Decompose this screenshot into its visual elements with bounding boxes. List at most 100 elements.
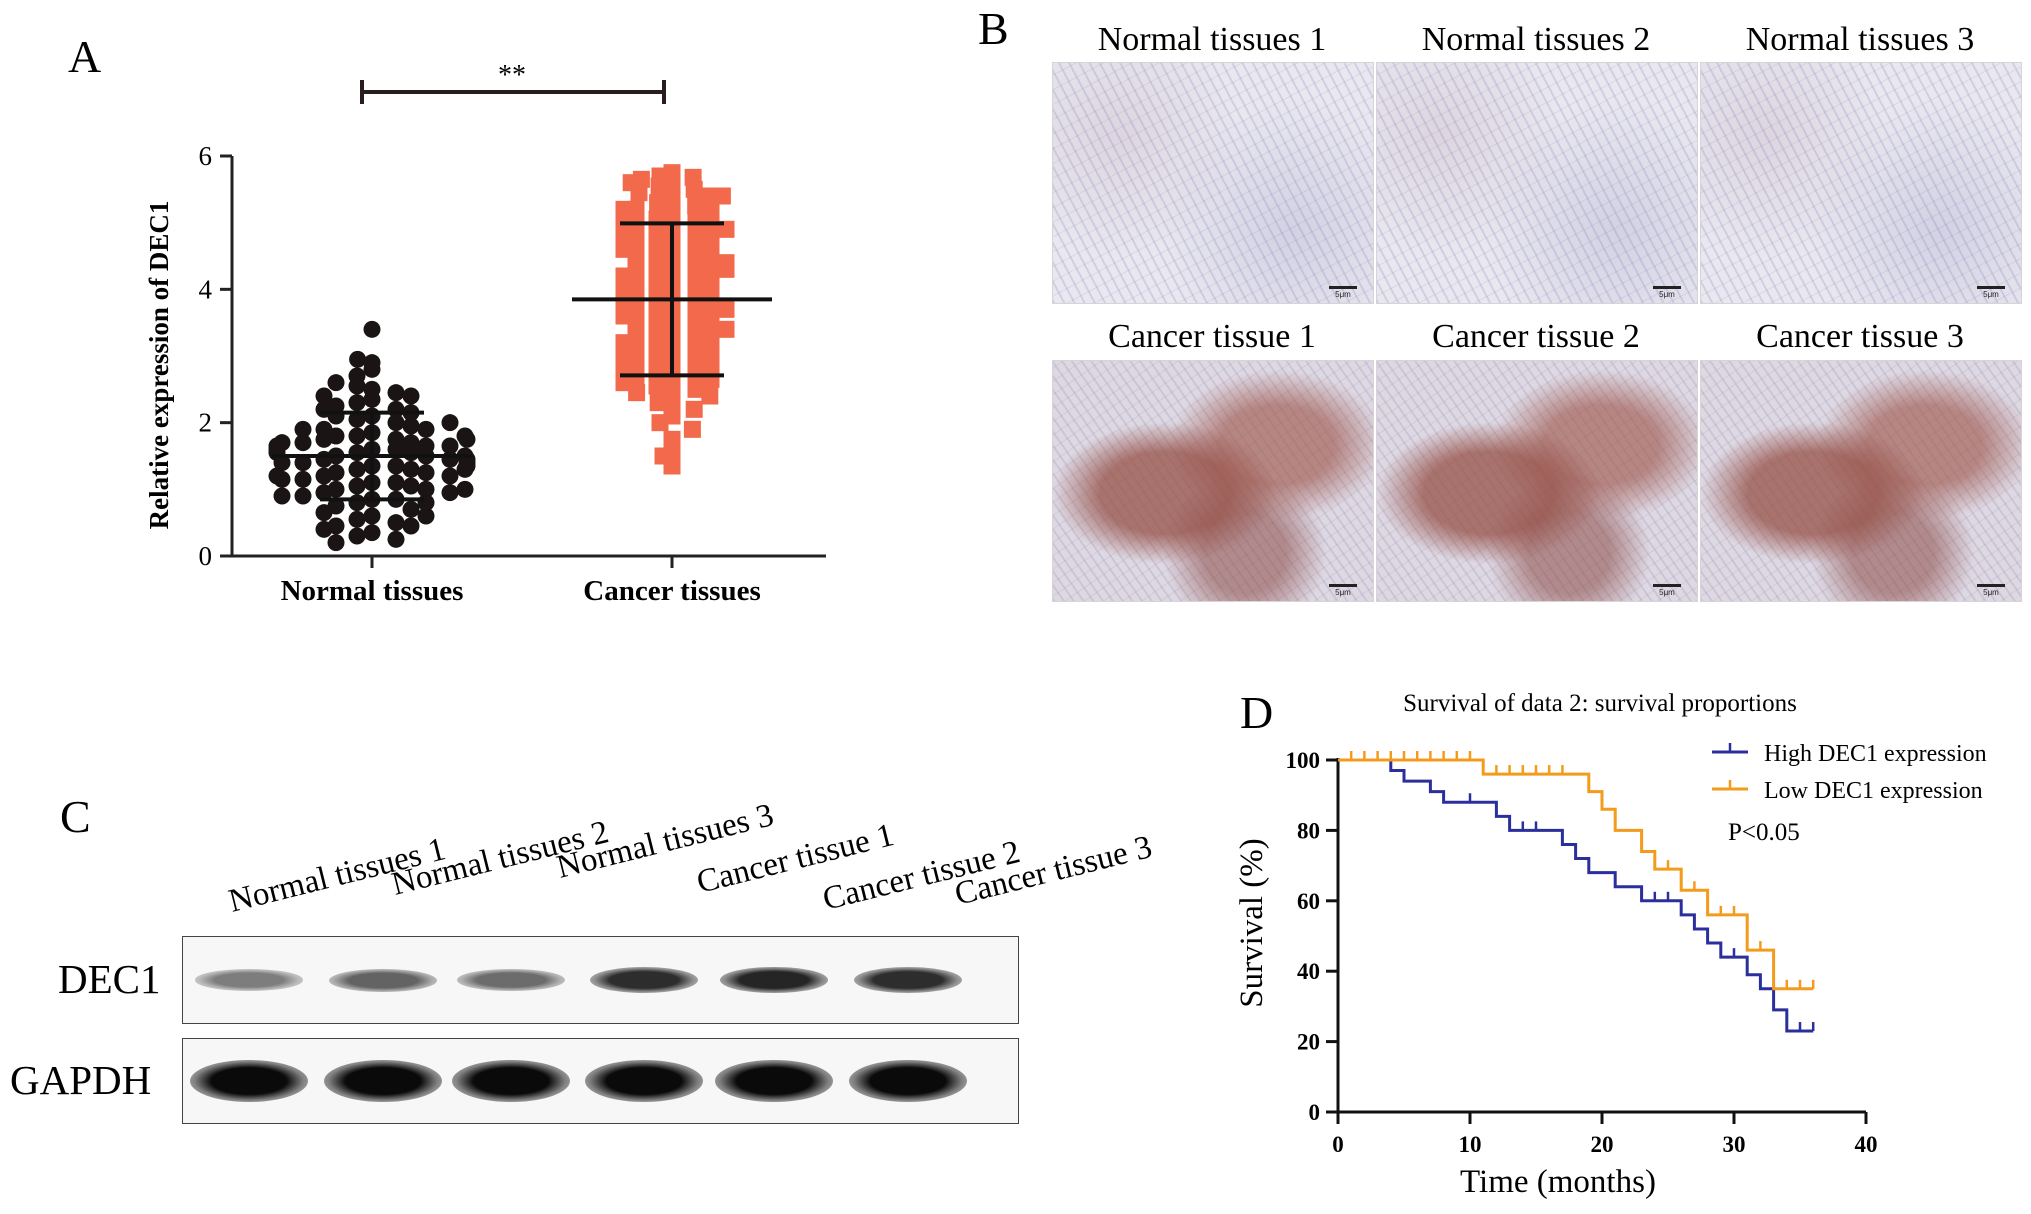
cancer-data-point [615, 227, 633, 245]
cancer-data-point [702, 287, 720, 305]
legend-label: High DEC1 expression [1764, 741, 1987, 767]
cancer-data-point [648, 377, 666, 395]
cancer-data-point [615, 200, 633, 218]
panel-a: A ** 0 2 4 6 Normal tissues Cancer tissues Re… [68, 31, 826, 607]
normal-data-point [348, 510, 366, 528]
cancer-data-point [717, 260, 735, 278]
cancer-data-point [687, 264, 705, 282]
panel-d-title: Survival of data 2: survival proportions [1403, 690, 1797, 717]
normal-data-point [417, 507, 435, 525]
cancer-data-point [649, 194, 667, 212]
normal-data-point [387, 414, 405, 432]
normal-data-point [315, 450, 333, 468]
cancer-data-point [663, 374, 681, 392]
gapdh-blot-strip [182, 1038, 1019, 1124]
cancer-tissue-micrograph: 5μm [1376, 360, 1698, 602]
normal-data-point [441, 467, 459, 485]
normal-data-point [294, 434, 312, 452]
cancer-data-point [685, 180, 703, 198]
panel-d-x-tick-label: 20 [1591, 1132, 1614, 1157]
panel-d-y-tick-label: 20 [1297, 1030, 1320, 1055]
normal-data-point [458, 457, 476, 475]
panel-a-axes: 0 2 4 6 Normal tissues Cancer tissues [199, 141, 826, 607]
cancer-data-point [615, 280, 633, 298]
normal-data-point [387, 384, 405, 402]
micrograph-label: Cancer tissue 3 [1756, 318, 1964, 355]
normal-data-point [441, 484, 459, 502]
low-dec1-survival-curve [1338, 758, 1814, 991]
panel-a-y-tick-label: 2 [199, 408, 213, 438]
panel-d-y-tick-label: 40 [1297, 959, 1320, 984]
cancer-data-point [717, 320, 735, 338]
cancer-data-point [702, 254, 720, 272]
panel-d-x-tick-label: 0 [1332, 1132, 1344, 1157]
cancer-data-point [687, 314, 705, 332]
normal-tissue-micrograph: 5μm [1376, 62, 1698, 304]
normal-data-point [349, 350, 367, 368]
cancer-data-point [651, 414, 669, 432]
scale-bar [1977, 286, 2005, 289]
normal-data-point [315, 504, 333, 522]
cancer-data-point [622, 174, 640, 192]
cancer-data-point [702, 204, 720, 222]
cancer-data-point [615, 334, 633, 352]
panel-c-letter: C [60, 791, 91, 842]
normal-data-point [387, 440, 405, 458]
cancer-data-point [615, 240, 633, 258]
normal-data-point [348, 444, 366, 462]
cancer-data-point [615, 307, 633, 325]
panel-a-x-tick-label: Normal tissues [281, 575, 464, 607]
micrograph-label: Cancer tissue 1 [1108, 318, 1316, 355]
blot-band [854, 967, 962, 993]
cancer-data-point [648, 310, 666, 328]
cancer-data-point [648, 327, 666, 345]
normal-data-point [348, 477, 366, 495]
blot-band [849, 1060, 967, 1102]
normal-data-point [268, 467, 286, 485]
normal-data-point [315, 484, 333, 502]
panel-d-x-tick-label: 10 [1459, 1132, 1482, 1157]
panel-b-labels: Normal tissues 1 Normal tissues 2 Normal t… [1098, 21, 1975, 355]
blot-band [715, 1060, 833, 1102]
scale-bar [1329, 584, 1357, 587]
normal-data-point [387, 530, 405, 548]
normal-data-point [387, 474, 405, 492]
blot-row-label: DEC1 [58, 956, 161, 1002]
panel-d-x-tick-label: 40 [1855, 1132, 1878, 1157]
normal-data-point [268, 437, 286, 455]
micrograph-label: Cancer tissue 2 [1432, 318, 1640, 355]
cancer-data-point [687, 297, 705, 315]
normal-tissue-micrograph: 5μm [1052, 62, 1374, 304]
normal-data-point [348, 527, 366, 545]
blot-band [457, 968, 565, 992]
cancer-data-point [702, 354, 720, 372]
cancer-data-point [649, 394, 667, 412]
normal-data-point [327, 374, 345, 392]
panel-a-letter: A [68, 31, 101, 82]
micrograph-label: Normal tissues 3 [1746, 21, 1975, 58]
panel-a-error-bars [272, 221, 772, 502]
panel-d-x-tick-label: 30 [1723, 1132, 1746, 1157]
scale-bar [1653, 584, 1681, 587]
normal-data-point [294, 454, 312, 472]
blot-band [590, 967, 698, 993]
panel-a-y-tick-label: 0 [199, 541, 213, 571]
cancer-data-point [663, 457, 681, 475]
cancer-data-point [687, 364, 705, 382]
cancer-data-point [687, 330, 705, 348]
normal-data-point [315, 430, 333, 448]
normal-data-point [441, 414, 459, 432]
cancer-data-point [687, 280, 705, 298]
blot-band [324, 1060, 442, 1102]
panel-d: D Survival of data 2: survival proportio… [1234, 687, 1987, 1200]
cancer-data-point [650, 177, 668, 195]
cancer-data-point [702, 270, 720, 288]
cancer-data-point [648, 294, 666, 312]
normal-data-point [458, 430, 476, 448]
normal-data-point [348, 460, 366, 478]
panel-d-y-axis-label: Survival (%) [1234, 838, 1270, 1008]
normal-data-point [294, 470, 312, 488]
panel-d-curves [1338, 751, 1815, 1033]
cancer-data-point [701, 387, 719, 405]
cancer-data-point [702, 237, 720, 255]
